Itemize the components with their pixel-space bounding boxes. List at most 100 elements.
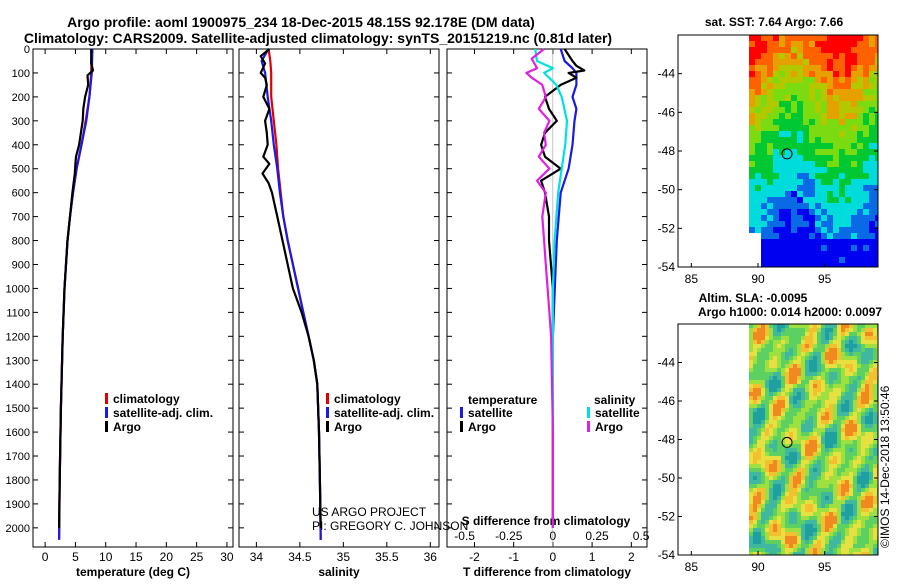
heat-cell	[837, 512, 841, 516]
heat-cell	[801, 508, 805, 512]
heat-cell	[825, 548, 829, 552]
heat-cell	[753, 504, 757, 508]
heat-cell	[797, 508, 801, 512]
heat-cell	[825, 372, 829, 376]
heat-cell	[833, 424, 837, 428]
heat-cell	[865, 528, 869, 532]
heat-cell	[791, 251, 797, 257]
heat-cell	[837, 324, 841, 328]
heat-cell	[773, 392, 777, 396]
heat-cell	[791, 107, 797, 113]
heat-cell	[797, 101, 803, 107]
heat-cell	[809, 239, 815, 245]
heat-cell	[873, 348, 877, 352]
heat-cell	[753, 540, 757, 544]
heat-cell	[753, 444, 757, 448]
heat-cell	[777, 336, 781, 340]
heat-cell	[753, 380, 757, 384]
heat-cell	[817, 340, 821, 344]
heat-cell	[849, 388, 853, 392]
heat-cell	[793, 396, 797, 400]
heat-cell	[813, 340, 817, 344]
heat-cell	[773, 197, 779, 203]
heat-cell	[845, 360, 849, 364]
heat-cell	[825, 412, 829, 416]
axes-frame	[446, 48, 648, 548]
heat-cell	[873, 352, 877, 356]
heat-cell	[767, 197, 773, 203]
heat-cell	[837, 428, 841, 432]
heat-cell	[825, 456, 829, 460]
heat-cell	[833, 251, 839, 257]
heat-cell	[797, 324, 801, 328]
y-tick-label: 1100	[6, 307, 30, 319]
y-tick-label: 100	[12, 68, 30, 80]
heat-cell	[769, 532, 773, 536]
heat-cell	[749, 508, 753, 512]
heat-cell	[861, 368, 865, 372]
heat-cell	[797, 35, 803, 41]
heat-cell	[845, 444, 849, 448]
heat-cell	[765, 456, 769, 460]
heat-cell	[833, 125, 839, 131]
heat-cell	[869, 432, 873, 436]
heat-cell	[793, 348, 797, 352]
heat-cell	[815, 155, 821, 161]
heat-cell	[769, 552, 773, 555]
heat-cell	[865, 512, 869, 516]
heat-cell	[809, 161, 815, 167]
heat-cell	[793, 444, 797, 448]
heat-cell	[809, 464, 813, 468]
heat-cell	[851, 263, 857, 267]
heat-cell	[869, 59, 875, 65]
heat-cell	[773, 408, 777, 412]
heat-cell	[785, 364, 789, 368]
heat-cell	[803, 131, 809, 137]
heat-cell	[863, 65, 869, 71]
heat-cell	[827, 173, 833, 179]
heat-cell	[777, 360, 781, 364]
heat-cell	[809, 35, 815, 41]
heat-cell	[863, 221, 869, 227]
heat-cell	[801, 432, 805, 436]
heat-cell	[803, 59, 809, 65]
heat-cell	[809, 488, 813, 492]
heat-cell	[813, 392, 817, 396]
y-tick-label: 500	[12, 164, 30, 176]
legend-label-t-satellite: satellite	[468, 406, 513, 420]
heat-cell	[827, 221, 833, 227]
heat-cell	[829, 436, 833, 440]
y-tick-label: -54	[658, 260, 676, 274]
heat-cell	[863, 107, 869, 113]
heat-cell	[793, 420, 797, 424]
heat-cell	[761, 215, 767, 221]
heat-cell	[827, 77, 833, 83]
heat-cell	[865, 412, 869, 416]
heat-cell	[825, 392, 829, 396]
heat-cell	[865, 480, 869, 484]
heat-cell	[833, 149, 839, 155]
heat-cell	[821, 504, 825, 508]
heat-cell	[865, 524, 869, 528]
heat-cell	[865, 400, 869, 404]
heat-cell	[779, 155, 785, 161]
legend-label-argo: Argo	[334, 420, 362, 434]
heat-cell	[873, 444, 877, 448]
heat-cell	[809, 233, 815, 239]
heat-cell	[839, 119, 845, 125]
heat-cell	[861, 548, 865, 552]
heat-cell	[755, 149, 761, 155]
heat-cell	[873, 520, 877, 524]
heat-cell	[797, 149, 803, 155]
heat-cell	[817, 384, 821, 388]
heat-cell	[841, 528, 845, 532]
heat-cell	[875, 83, 878, 89]
heat-cell	[873, 468, 877, 472]
heat-cell	[857, 528, 861, 532]
heat-cell	[813, 436, 817, 440]
heat-cell	[869, 89, 875, 95]
heat-cell	[813, 452, 817, 456]
heat-cell	[785, 179, 791, 185]
heat-cell	[779, 107, 785, 113]
heat-cell	[791, 143, 797, 149]
